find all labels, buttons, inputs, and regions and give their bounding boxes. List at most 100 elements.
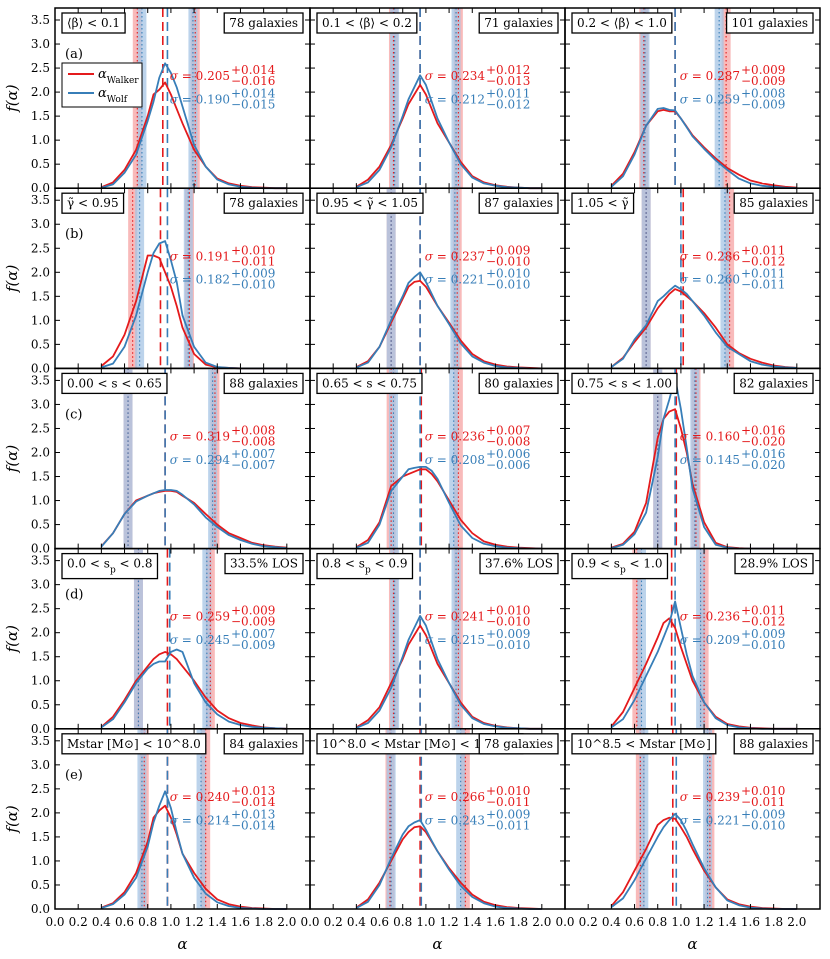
wolf-sigma-plus: +0.008 — [741, 87, 785, 101]
panel-label-box — [61, 12, 126, 34]
walker-sigma-minus: −0.013 — [486, 74, 530, 88]
sigma-prefix: σ = — [425, 453, 451, 467]
walker-sigma-text: σ = 0.259 — [170, 610, 230, 624]
walker-series-line — [355, 825, 542, 910]
walker-sigma-minus: −0.012 — [741, 254, 785, 268]
y-tick-label: 0.5 — [31, 878, 50, 892]
walker-sigma-minus: −0.009 — [741, 74, 785, 88]
wolf-sigma-value: 0.145 — [706, 453, 740, 467]
y-axis-title: f(α) — [3, 445, 21, 474]
wolf-sigma-plus: +0.006 — [486, 447, 530, 461]
y-tick-label: 0.5 — [31, 698, 50, 712]
wolf-band — [451, 8, 461, 189]
panel-label-right: 84 galaxies — [229, 737, 298, 751]
y-tick-label: 0.0 — [31, 181, 50, 195]
wolf-band — [188, 8, 198, 189]
panel-label-box — [316, 372, 423, 395]
panel-label-left: 0.8 < sp < 0.9 — [322, 557, 407, 576]
y-tick-label: 3.0 — [31, 758, 50, 772]
y-tick-label: 0.5 — [31, 157, 50, 171]
walker-sigma-text: σ = 0.286 — [680, 249, 740, 263]
walker-sigma-text: σ = 0.236 — [425, 429, 485, 443]
panel-count-box — [478, 192, 559, 214]
wolf-sigma-minus: −0.020 — [741, 458, 785, 472]
wolf-band — [133, 548, 143, 729]
panel-label-right: 87 galaxies — [484, 196, 553, 210]
walker-band — [725, 188, 735, 369]
walker-sigma-plus: +0.016 — [741, 423, 785, 437]
wolf-sigma-minus: −0.012 — [486, 98, 530, 112]
walker-sigma-text: σ = 0.240 — [170, 790, 230, 804]
sigma-prefix: σ = — [170, 249, 196, 263]
panel-label-left: 0.9 < sp < 1.0 — [577, 557, 662, 576]
y-tick-label: 0.0 — [31, 361, 50, 375]
legend-wolf-label: αWolf — [98, 86, 128, 105]
y-tick-label: 1.5 — [31, 289, 50, 303]
panel-count-box — [478, 12, 559, 34]
y-tick-label: 2.5 — [31, 241, 50, 255]
y-tick-label: 2.5 — [31, 782, 50, 796]
walker-sigma-text: σ = 0.287 — [680, 69, 740, 83]
walker-sigma-value: 0.236 — [706, 610, 740, 624]
sigma-prefix: σ = — [425, 93, 451, 107]
wolf-sigma-minus: −0.011 — [741, 278, 785, 292]
panel-label-left: ⟨β⟩ < 0.1 — [67, 16, 120, 30]
wolf-sigma-text: σ = 0.221 — [680, 813, 740, 827]
y-tick-label: 3.0 — [31, 397, 50, 411]
y-tick-label: 0.5 — [31, 518, 50, 532]
walker-sigma-value: 0.160 — [706, 429, 740, 443]
wolf-band — [641, 188, 651, 369]
wolf-band — [388, 368, 398, 549]
walker-sigma-plus: +0.007 — [486, 423, 530, 437]
sigma-prefix: σ = — [425, 610, 451, 624]
wolf-sigma-plus: +0.007 — [231, 627, 275, 641]
panel-label-sub: p — [365, 566, 371, 576]
y-tick-label: 0.0 — [31, 542, 50, 556]
walker-sigma-text: σ = 0.237 — [425, 249, 485, 263]
wolf-sigma-minus: −0.011 — [486, 818, 530, 832]
sigma-prefix: σ = — [425, 69, 451, 83]
x-axis-title: α — [432, 935, 442, 953]
wolf-sigma-text: σ = 0.145 — [680, 453, 740, 467]
wolf-sigma-value: 0.260 — [706, 273, 740, 287]
walker-sigma-minus: −0.016 — [231, 74, 275, 88]
walker-sigma-minus: −0.014 — [231, 795, 276, 809]
walker-band — [632, 548, 642, 729]
wolf-sigma-plus: +0.016 — [741, 447, 785, 461]
walker-sigma-plus: +0.012 — [486, 63, 530, 77]
panel-label-box — [61, 192, 125, 214]
walker-sigma-plus: +0.009 — [741, 63, 785, 77]
x-tick-label: 1.0 — [161, 915, 180, 929]
x-tick-label: 2.0 — [277, 915, 296, 929]
sigma-prefix: σ = — [680, 93, 706, 107]
y-tick-label: 1.0 — [31, 313, 50, 327]
wolf-sigma-text: σ = 0.260 — [680, 273, 740, 287]
wolf-series-line — [356, 615, 542, 730]
wolf-band — [123, 368, 133, 549]
wolf-sigma-value: 0.221 — [706, 813, 740, 827]
walker-series-line — [355, 468, 542, 550]
x-tick-label: 1.8 — [764, 915, 783, 929]
row-tag: (e) — [65, 768, 83, 783]
panel-label-right: 78 galaxies — [229, 196, 298, 210]
panel-label-box — [571, 12, 673, 34]
walker-sigma-minus: −0.008 — [231, 434, 275, 448]
wolf-band — [703, 728, 713, 909]
panel-label-left: 1.05 < γ̃ — [577, 196, 629, 210]
x-tick-label: 1.0 — [671, 915, 690, 929]
sigma-prefix: σ = — [680, 453, 706, 467]
sigma-prefix: σ = — [170, 429, 196, 443]
walker-sigma-value: 0.239 — [706, 790, 740, 804]
panel-r3-c0: 0.0 0.5 1.0 1.5 2.0 2.5 3.0 3.5 0.0 < sp < 0.8 33… — [31, 547, 311, 736]
wolf-sigma-plus: +0.009 — [741, 807, 785, 821]
walker-sigma-value: 0.240 — [196, 790, 230, 804]
wolf-sigma-minus: −0.010 — [741, 638, 785, 652]
walker-band — [721, 8, 731, 189]
panel-count-box — [733, 192, 814, 214]
wolf-sigma-plus: +0.009 — [486, 627, 530, 641]
panel-r1-c0: 0.0 0.5 1.0 1.5 2.0 2.5 3.0 3.5 γ̃ < 0.95 78 gala… — [31, 187, 311, 375]
y-axis-title: f(α) — [3, 264, 21, 293]
